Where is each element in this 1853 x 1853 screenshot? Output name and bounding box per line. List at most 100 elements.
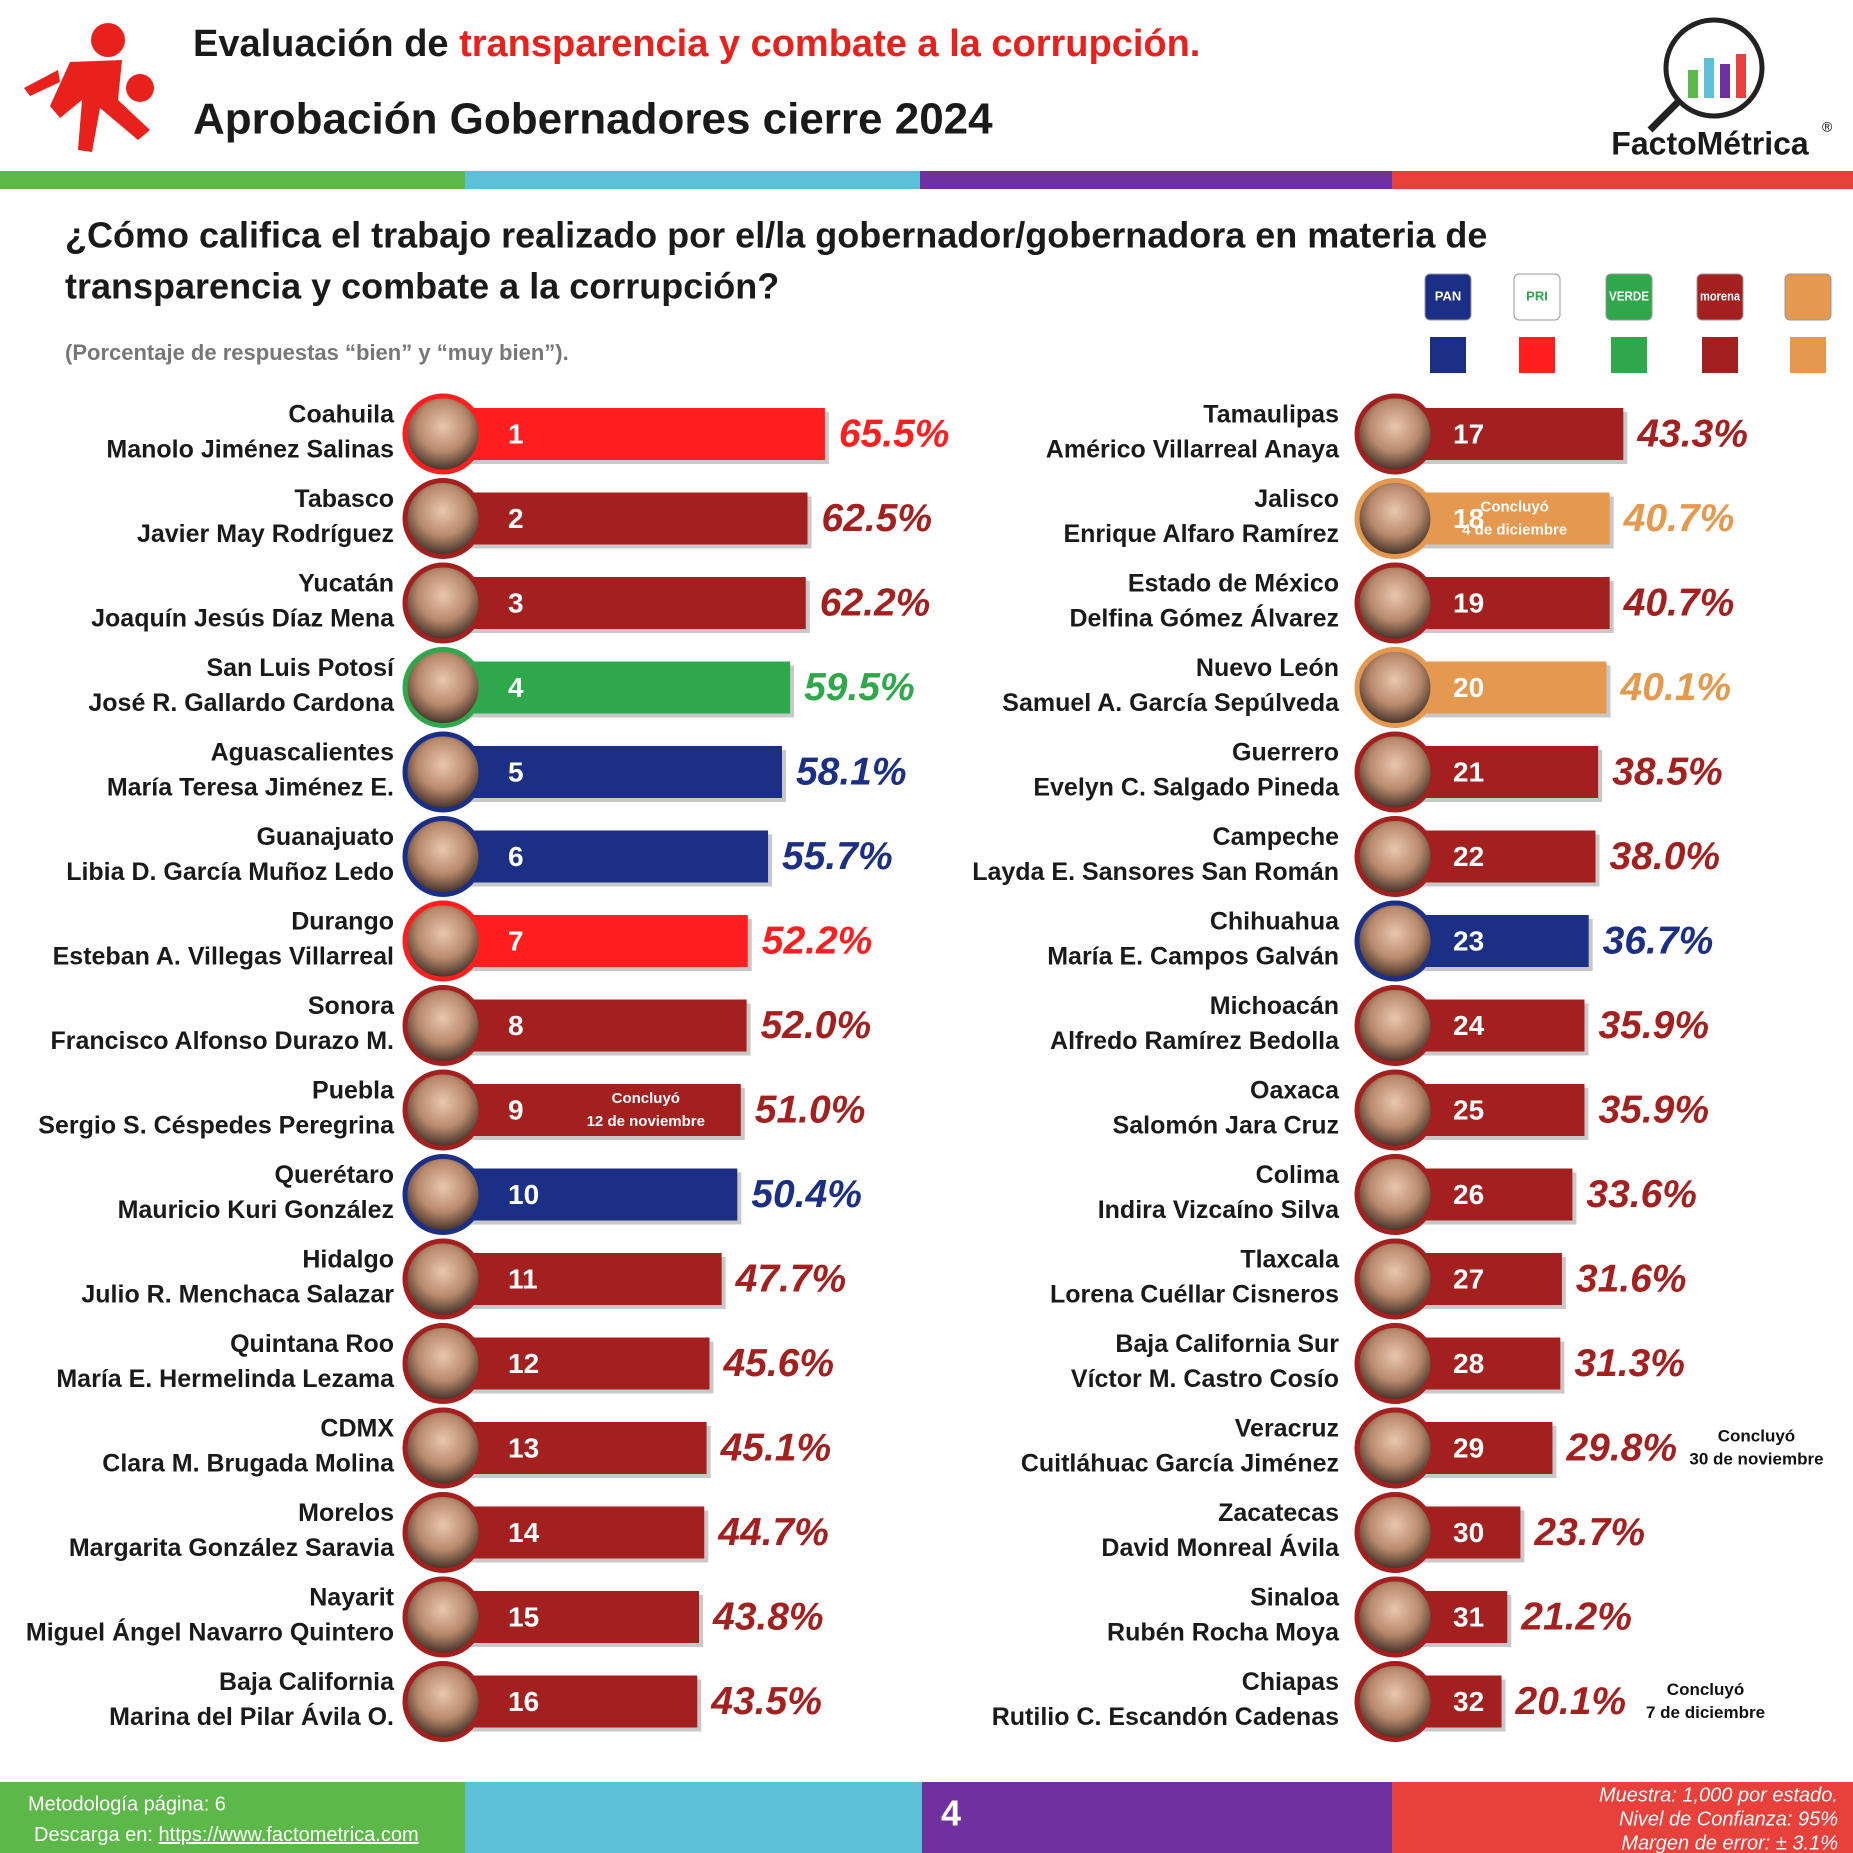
rank-label: 32 <box>1453 1686 1484 1717</box>
bar <box>445 1506 705 1559</box>
footer-confidence: Nivel de Confianza: 95% <box>1619 1808 1838 1830</box>
legend-swatch <box>1519 337 1555 373</box>
rank-label: 30 <box>1453 1517 1484 1548</box>
governor-photo <box>1354 562 1436 644</box>
value-label: 58.1% <box>796 750 907 793</box>
governor-label: Indira Vizcaíno Silva <box>1098 1196 1340 1224</box>
governor-label: Rubén Rocha Moya <box>1107 1619 1340 1647</box>
value-label: 52.2% <box>762 919 873 962</box>
value-label: 47.7% <box>735 1257 847 1300</box>
state-label: Quintana Roo <box>230 1330 394 1358</box>
governor-label: Manolo Jiménez Salinas <box>106 436 394 464</box>
note-label: Concluyó <box>1667 1680 1744 1699</box>
governor-label: David Monreal Ávila <box>1101 1533 1340 1562</box>
governor-label: Marina del Pilar Ávila O. <box>109 1702 394 1731</box>
bar <box>445 1168 738 1221</box>
governor-label: Evelyn C. Salgado Pineda <box>1033 774 1340 802</box>
rank-label: 17 <box>1453 418 1484 449</box>
governor-label: Julio R. Menchaca Salazar <box>81 1281 394 1309</box>
rank-label: 12 <box>508 1348 539 1379</box>
legend-logo <box>1513 273 1561 321</box>
state-label: Querétaro <box>275 1161 394 1189</box>
rank-label: 24 <box>1453 1010 1485 1041</box>
value-label: 43.3% <box>1636 412 1748 455</box>
governor-photo <box>402 1238 484 1320</box>
chart-subtitle: (Porcentaje de respuestas “bien” y “muy … <box>65 340 569 365</box>
state-label: Coahuila <box>288 401 395 429</box>
governor-photo <box>1354 731 1436 813</box>
state-label: CDMX <box>320 1415 394 1443</box>
rank-label: 14 <box>508 1517 540 1548</box>
legend-label: morena <box>1700 288 1741 303</box>
rank-label: 10 <box>508 1179 539 1210</box>
state-label: Estado de México <box>1128 570 1339 598</box>
note-label: Concluyó <box>1481 498 1549 515</box>
download-label: Descarga en: <box>34 1824 153 1846</box>
rank-label: 31 <box>1453 1601 1484 1632</box>
governor-photo <box>1354 1661 1436 1742</box>
state-label: Tlaxcala <box>1240 1246 1340 1274</box>
value-label: 55.7% <box>782 835 893 878</box>
legend-logo <box>1605 273 1653 321</box>
bar <box>445 577 806 629</box>
governor-photo <box>402 1154 484 1235</box>
footer-sample: Muestra: 1,000 por estado. <box>1599 1784 1838 1806</box>
rank-label: 18 <box>1453 503 1484 534</box>
state-label: Yucatán <box>298 570 394 598</box>
rank-label: 6 <box>508 841 524 872</box>
value-label: 33.6% <box>1586 1173 1697 1216</box>
footer-margin: Margen de error: ± 3.1% <box>1621 1832 1838 1853</box>
rank-label: 22 <box>1453 841 1484 872</box>
governor-photo <box>402 393 484 475</box>
note-label: 12 de noviembre <box>587 1113 705 1130</box>
governor-photo <box>1354 1407 1436 1489</box>
bar <box>445 830 769 883</box>
governor-label: Lorena Cuéllar Cisneros <box>1050 1281 1339 1309</box>
legend-label: PAN <box>1435 288 1461 303</box>
state-label: Veracruz <box>1235 1415 1339 1443</box>
value-label: 35.9% <box>1598 1004 1709 1047</box>
state-label: Aguascalientes <box>211 739 394 767</box>
note-label: Concluyó <box>1718 1426 1795 1445</box>
bar <box>445 915 748 967</box>
value-label: 31.3% <box>1574 1342 1685 1385</box>
note-label: Concluyó <box>612 1090 680 1107</box>
rank-label: 23 <box>1453 925 1484 956</box>
governor-photo <box>1354 393 1436 475</box>
legend-label: VERDE <box>1609 288 1649 303</box>
bar <box>445 492 808 545</box>
governor-photo <box>1354 1069 1436 1151</box>
footer-download: Descarga en: https://www.factometrica.co… <box>34 1824 419 1846</box>
state-label: Sonora <box>308 992 395 1020</box>
bar <box>445 1591 700 1643</box>
rank-label: 15 <box>508 1601 539 1632</box>
governor-photo <box>1354 816 1436 897</box>
state-label: Sinaloa <box>1250 1584 1340 1612</box>
legend-swatch <box>1611 337 1647 373</box>
rank-label: 4 <box>508 672 524 703</box>
governor-label: Alfredo Ramírez Bedolla <box>1050 1027 1340 1055</box>
brand-name: FactoMétrica <box>1611 125 1809 161</box>
state-label: Durango <box>291 908 394 936</box>
legend-label: PRI <box>1526 288 1548 303</box>
governor-label: Enrique Alfaro Ramírez <box>1063 520 1339 548</box>
value-label: 45.1% <box>720 1426 832 1469</box>
governor-label: Joaquín Jesús Díaz Mena <box>91 605 395 633</box>
value-label: 21.2% <box>1520 1595 1632 1638</box>
rank-label: 21 <box>1453 756 1484 787</box>
state-label: Oaxaca <box>1250 1077 1340 1105</box>
question-line: ¿Cómo califica el trabajo realizado por … <box>65 215 1487 256</box>
rank-label: 29 <box>1453 1432 1484 1463</box>
state-label: Guanajuato <box>256 823 394 851</box>
governor-label: Clara M. Brugada Molina <box>102 1450 395 1478</box>
footer-link[interactable]: https://www.factometrica.com <box>159 1824 419 1846</box>
governor-label: Salomón Jara Cruz <box>1113 1112 1339 1140</box>
governor-label: Margarita González Saravia <box>69 1534 395 1562</box>
governor-label: Mauricio Kuri González <box>118 1196 394 1224</box>
legend-swatch <box>1702 337 1738 373</box>
state-label: Tabasco <box>294 485 394 513</box>
governor-photo <box>402 900 484 982</box>
governor-photo <box>1354 900 1436 982</box>
governor-photo <box>402 1492 484 1573</box>
value-label: 20.1% <box>1515 1680 1627 1723</box>
